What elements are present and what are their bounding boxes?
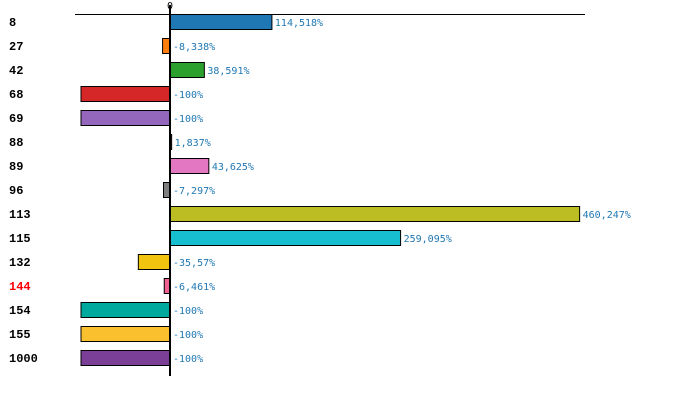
category-label-154: 154 [9, 304, 31, 318]
category-label-8: 8 [9, 16, 16, 30]
category-label-68: 68 [9, 88, 23, 102]
value-label-155: -100% [173, 330, 203, 341]
bar-27 [162, 38, 171, 54]
bar-89 [169, 158, 210, 174]
bar-115 [169, 230, 402, 246]
bar-132 [137, 254, 171, 270]
category-label-96: 96 [9, 184, 23, 198]
value-label-27: -8,338% [173, 42, 215, 53]
value-label-89: 43,625% [212, 162, 254, 173]
category-label-1000: 1000 [9, 352, 38, 366]
value-label-132: -35,57% [173, 258, 215, 269]
value-label-69: -100% [173, 114, 203, 125]
category-label-113: 113 [9, 208, 31, 222]
value-label-154: -100% [173, 306, 203, 317]
value-label-68: -100% [173, 90, 203, 101]
value-label-96: -7,297% [173, 186, 215, 197]
value-label-113: 460,247% [583, 210, 631, 221]
category-label-132: 132 [9, 256, 31, 270]
bar-42 [169, 62, 205, 78]
bar-68 [80, 86, 171, 102]
value-label-88: 1,837% [175, 138, 211, 149]
value-label-1000: -100% [173, 354, 203, 365]
value-label-42: 38,591% [207, 66, 249, 77]
category-label-155: 155 [9, 328, 31, 342]
bar-155 [80, 326, 171, 342]
bar-154 [80, 302, 171, 318]
category-label-27: 27 [9, 40, 23, 54]
category-label-88: 88 [9, 136, 23, 150]
category-label-115: 115 [9, 232, 31, 246]
category-label-89: 89 [9, 160, 23, 174]
bar-113 [169, 206, 581, 222]
value-label-115: 259,095% [404, 234, 452, 245]
category-label-144: 144 [9, 280, 31, 294]
category-label-69: 69 [9, 112, 23, 126]
bar-8 [169, 14, 273, 30]
bar-69 [80, 110, 171, 126]
bar-1000 [80, 350, 171, 366]
value-label-8: 114,518% [275, 18, 323, 29]
value-label-144: -6,461% [173, 282, 215, 293]
category-label-42: 42 [9, 64, 23, 78]
